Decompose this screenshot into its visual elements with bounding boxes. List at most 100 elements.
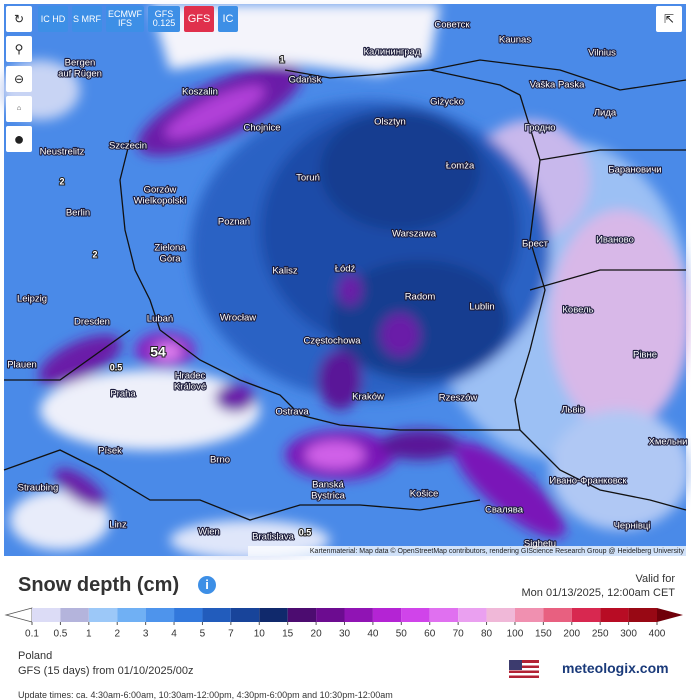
city-label: Koszalin	[182, 87, 218, 98]
city-label: Ostrava	[275, 407, 309, 418]
city-label: Ковель	[562, 305, 593, 316]
legend-label: 250	[592, 629, 609, 640]
city-label: Gdańsk	[289, 75, 322, 86]
legend-label: 4	[171, 629, 177, 640]
city-label: Kalisz	[272, 266, 298, 277]
legend-label: 10	[254, 629, 266, 640]
city-label: Chojnice	[244, 123, 281, 134]
contour-label: 2	[92, 249, 97, 259]
legend-swatch	[429, 608, 459, 622]
contour-label: 0.5	[110, 362, 123, 372]
legend-label: 20	[311, 629, 323, 640]
city-label: Łomża	[446, 161, 475, 172]
city-label: Иваново	[596, 235, 634, 246]
model-run: GFS (15 days) from 01/10/2025/00z	[18, 665, 194, 677]
city-label: Plauen	[7, 360, 37, 371]
chart-title: Snow depth (cm)	[18, 574, 180, 596]
model-label: S MRF	[73, 13, 101, 24]
zoom-button[interactable]: ⊖	[6, 66, 32, 92]
legend-swatch	[32, 608, 61, 622]
city-label: Olsztyn	[374, 117, 406, 128]
city-label: Leipzig	[17, 294, 47, 305]
city-label: Radom	[405, 292, 436, 303]
contour-label: 0.5	[299, 527, 312, 537]
city-label: Hradec	[175, 371, 206, 382]
city-label: Советск	[434, 20, 470, 31]
legend-swatch	[202, 608, 231, 622]
city-label: Giżycko	[430, 97, 464, 108]
legend-label: 0.1	[25, 629, 39, 640]
legend-label: 40	[367, 629, 379, 640]
city-label: Лида	[594, 108, 617, 119]
model-button[interactable]: IC HD	[38, 6, 68, 32]
legend-swatch	[372, 608, 402, 622]
city-label: Калининград	[363, 47, 420, 58]
model-button[interactable]: GFS 0.125	[148, 6, 180, 32]
city-label: Košice	[410, 489, 439, 500]
city-label: Ивано-Франковск	[549, 476, 627, 487]
region: Poland	[18, 650, 53, 662]
legend-label: 7	[228, 629, 234, 640]
city-label: Rzeszów	[439, 393, 478, 404]
legend: 0.1 0.5 1 2 3 4 5 7 10 15 20 30 40 50 60 70 80 100 150 200 2…	[4, 607, 683, 640]
legend-swatch	[316, 608, 345, 622]
legend-label: 30	[339, 629, 351, 640]
city-label: Straubing	[18, 483, 59, 494]
flag	[509, 660, 539, 678]
city-label: Гродно	[524, 123, 555, 134]
locate-button[interactable]: ⚲	[6, 36, 32, 62]
legend-label: 150	[535, 629, 552, 640]
legend-swatch	[571, 608, 601, 622]
city-label: Písek	[98, 446, 122, 457]
refresh-button[interactable]: ↻	[6, 6, 32, 32]
city-label: Брест	[522, 239, 549, 250]
city-label: Kaunas	[499, 35, 531, 46]
city-label: Vilnius	[588, 48, 616, 59]
share-button[interactable]: ⇱	[656, 6, 682, 32]
info-button[interactable]: i	[198, 576, 216, 594]
model-button[interactable]: S MRF	[72, 6, 102, 32]
legend-label: 2	[114, 629, 120, 640]
valid-time: Mon 01/13/2025, 12:00am CET	[521, 587, 675, 599]
legend-label: 3	[143, 629, 149, 640]
city-label: Neustrelitz	[40, 147, 85, 158]
legend-swatch	[486, 608, 515, 622]
legend-swatch	[174, 608, 203, 622]
city-label: Свалява	[485, 505, 524, 516]
update-times: Update times: ca. 4:30am-6:00am, 10:30am…	[18, 690, 393, 700]
legend-label: 70	[453, 629, 465, 640]
legend-label: 80	[481, 629, 493, 640]
brand: meteologix.com	[562, 660, 669, 676]
model-label: IFS	[117, 18, 132, 28]
model-button[interactable]: ECMWF IFS	[106, 6, 144, 32]
city-label: Poznań	[218, 217, 250, 228]
city-label: Banská	[312, 480, 344, 491]
model-label: ECMWF	[108, 9, 142, 19]
attribution-bg	[248, 546, 686, 556]
legend-swatch	[117, 608, 146, 622]
legend-under	[4, 607, 33, 623]
legend-swatch	[401, 608, 430, 622]
city-label: Praha	[110, 389, 136, 400]
legend-label: 300	[620, 629, 637, 640]
city-label: Барановичи	[608, 165, 661, 176]
city-label: Львів	[561, 405, 584, 416]
legend-swatch	[60, 608, 89, 622]
city-label: Bystrica	[311, 491, 346, 502]
city-label: Wien	[198, 527, 220, 538]
legend-swatch	[543, 608, 572, 622]
legend-label: 5	[200, 629, 206, 640]
contour-label: 54	[150, 344, 166, 360]
model-button[interactable]: IC	[218, 6, 238, 32]
legend-swatch	[88, 608, 118, 622]
city-label: Kraków	[352, 392, 384, 403]
city-label: Králové	[174, 382, 206, 393]
city-button[interactable]: ⌂	[6, 96, 32, 122]
legend-label: 1	[86, 629, 92, 640]
model-button[interactable]: GFS	[184, 6, 214, 32]
city-label: Wrocław	[220, 313, 256, 324]
marker-button[interactable]: ●	[6, 126, 32, 152]
contour-label: 1	[279, 54, 284, 64]
legend-label: 50	[396, 629, 408, 640]
